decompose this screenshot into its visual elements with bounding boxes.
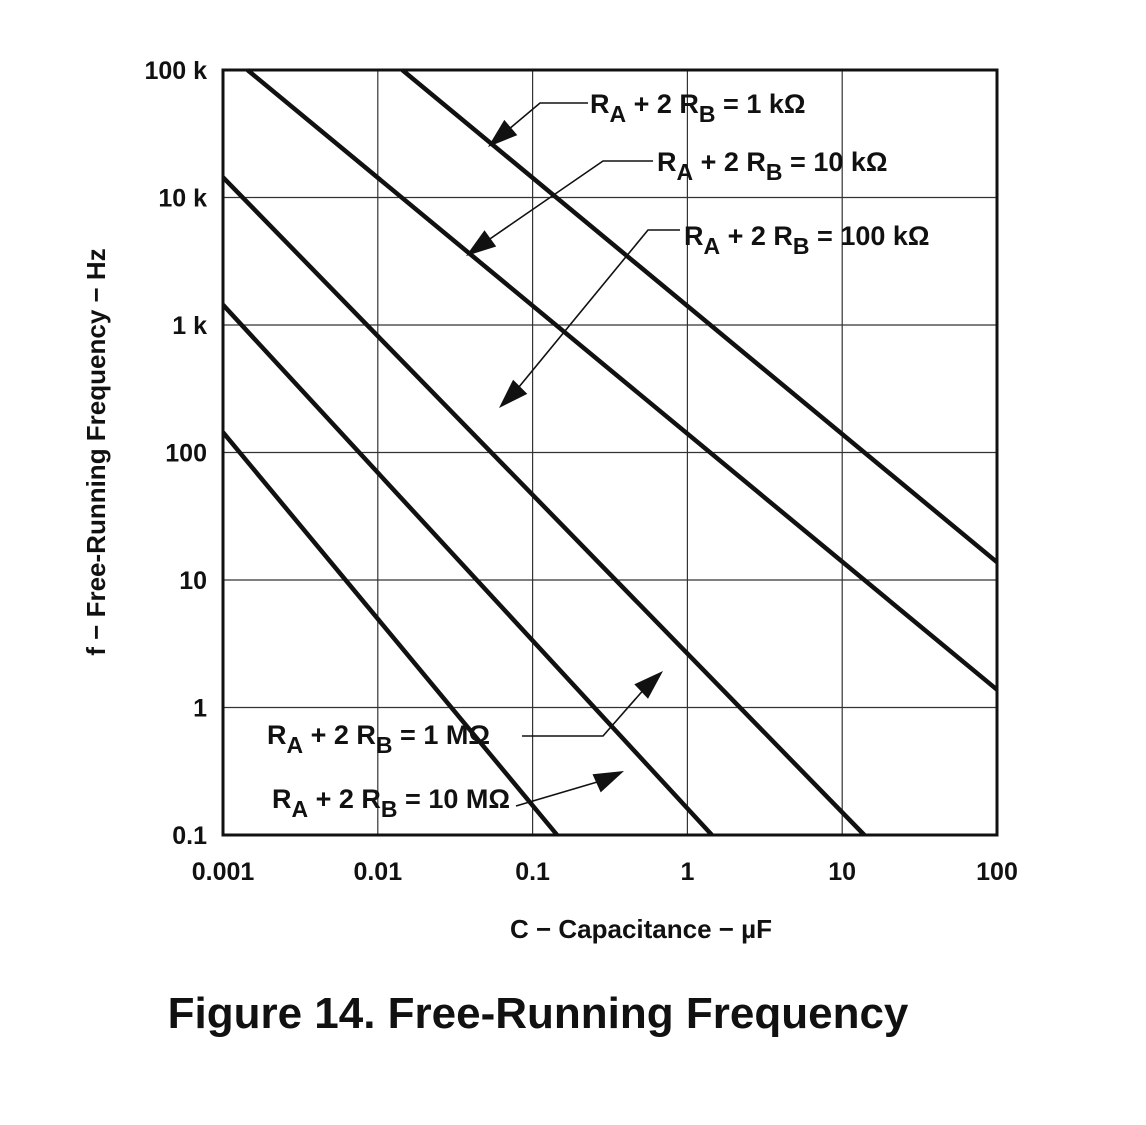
leader-line-2 <box>483 160 653 244</box>
x-axis-label: C − Capacitance − µF <box>510 914 772 944</box>
grid-lines <box>223 70 997 835</box>
series-label-1: RA + 2 RB = 1 kΩ <box>590 89 806 127</box>
figure-caption: Figure 14. Free-Running Frequency <box>168 989 909 1038</box>
leader-line-5 <box>515 779 605 807</box>
series-lines <box>221 68 999 837</box>
arrowhead-3 <box>499 379 528 408</box>
x-tick-label: 1 <box>680 858 694 886</box>
series-line-2 <box>246 68 999 692</box>
series-label-5: RA + 2 RB = 10 MΩ <box>272 784 510 822</box>
y-axis-label: f − Free-Running Frequency − Hz <box>81 248 111 655</box>
x-tick-label: 10 <box>828 858 856 886</box>
x-tick-label: 100 <box>976 858 1018 886</box>
y-tick-label: 1 <box>193 695 207 723</box>
arrowhead-4 <box>634 671 663 699</box>
arrowhead-2 <box>466 230 497 256</box>
y-tick-label: 100 <box>165 440 207 468</box>
x-tick-label: 0.1 <box>515 858 550 886</box>
series-label-4: RA + 2 RB = 1 MΩ <box>267 720 490 758</box>
arrowhead-1 <box>488 119 518 147</box>
x-tick-label: 0.001 <box>192 858 255 886</box>
x-tick-label: 0.01 <box>353 858 402 886</box>
x-tick-labels: 0.001 0.01 0.1 1 10 100 <box>192 858 1018 886</box>
leader-line-1 <box>501 102 588 136</box>
series-annotations: RA + 2 RB = 1 kΩ RA + 2 RB = 10 kΩ RA + 2 … <box>267 89 930 822</box>
plot-frame <box>221 68 999 837</box>
series-line-5 <box>221 430 559 837</box>
y-tick-label: 10 <box>179 567 207 595</box>
y-tick-label: 100 k <box>144 57 207 85</box>
series-line-3 <box>221 175 866 837</box>
leader-line-3 <box>513 229 680 394</box>
y-tick-label: 1 k <box>172 312 207 340</box>
y-tick-labels: 0.1 1 10 100 1 k 10 k 100 k <box>144 57 207 850</box>
series-label-2: RA + 2 RB = 10 kΩ <box>657 147 888 185</box>
series-line-1 <box>400 68 999 564</box>
series-line-4 <box>221 303 714 837</box>
y-tick-label: 10 k <box>158 185 207 213</box>
y-tick-label: 0.1 <box>172 822 207 850</box>
arrowhead-5 <box>592 771 624 793</box>
leader-line-4 <box>522 686 647 737</box>
series-label-3: RA + 2 RB = 100 kΩ <box>684 221 930 259</box>
